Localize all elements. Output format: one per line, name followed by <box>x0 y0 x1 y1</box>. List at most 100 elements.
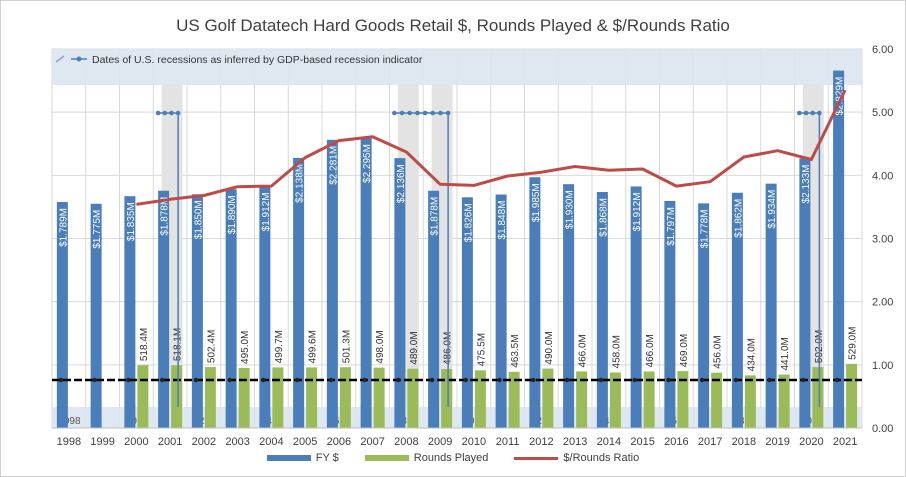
x-tick-label: 2008 <box>394 436 418 448</box>
recession-bracket-2001-dot <box>169 110 174 116</box>
bar-rounds <box>339 367 351 428</box>
legend-label-fy: FY $ <box>315 452 339 464</box>
bar-label-rounds: 499.6M <box>308 330 319 363</box>
x-tick-label: 2013 <box>563 436 587 448</box>
bar-label-fy: $1.797M <box>666 207 677 246</box>
recession-bracket-2008-dot <box>430 110 436 116</box>
x-tick-label: 2014 <box>597 436 621 448</box>
x-tick-label: 2021 <box>833 436 857 448</box>
bar-rounds <box>306 367 318 428</box>
bar-fy <box>293 157 305 428</box>
bar-label-fy: $2.281M <box>328 146 339 185</box>
bar-fy <box>833 70 845 428</box>
bar-rounds <box>204 367 216 428</box>
indicator-legend-label: Dates of U.S. recessions as inferred by … <box>92 54 423 66</box>
bar-rounds <box>846 363 858 428</box>
bar-label-fy: $1.826M <box>463 203 474 242</box>
x-tick-label: 2003 <box>225 436 249 448</box>
baseline-marker <box>294 377 300 383</box>
baseline-marker <box>733 377 739 383</box>
legend-label-rounds: Rounds Played <box>413 452 489 464</box>
recession-bracket-2008-dot <box>422 110 428 116</box>
x-tick-label: 2002 <box>192 436 216 448</box>
bar-label-fy: $1.878M <box>160 197 171 236</box>
bar-label-fy: $1.868M <box>598 198 609 237</box>
y-tick-label: 0.00 <box>872 423 893 435</box>
x-tick-label: 2011 <box>496 436 520 448</box>
x-tick-label: 2007 <box>360 436 384 448</box>
bar-label-rounds: 434.0M <box>746 338 757 371</box>
baseline-marker <box>328 377 334 383</box>
legend-swatch-rounds <box>364 455 409 461</box>
x-tick-label: 1999 <box>90 436 114 448</box>
bar-fy <box>529 177 541 428</box>
bar-label-fy: $1.890M <box>227 195 238 234</box>
bar-label-fy: $1.850M <box>193 200 204 239</box>
x-tick-label: 2006 <box>327 436 351 448</box>
bar-rounds <box>441 369 453 428</box>
bar-label-rounds: 466.0M <box>645 334 656 367</box>
bar-fy <box>799 158 811 428</box>
baseline-marker <box>632 377 637 383</box>
baseline-marker <box>463 377 469 383</box>
bar-fy <box>56 201 68 428</box>
y-tick-label: 3.00 <box>872 234 893 246</box>
bar-label-rounds: 458.0M <box>611 335 622 368</box>
bar-fy <box>765 183 777 428</box>
chart-legend: FY $ Rounds Played $/Rounds Ratio <box>0 450 906 466</box>
bar-label-fy: $2.295M <box>362 144 373 183</box>
bar-label-rounds: 495.0M <box>240 331 251 364</box>
indicator-tick-label: 998 <box>64 416 81 427</box>
recession-bracket-2020-dot <box>797 110 802 116</box>
bar-label-fy: $1.930M <box>565 190 576 229</box>
bar-label-fy: $1.985M <box>531 183 542 222</box>
baseline-marker <box>801 377 806 383</box>
bar-label-rounds: 502.4M <box>206 330 217 363</box>
y-tick-label: 4.00 <box>872 170 893 182</box>
baseline-marker <box>531 377 536 383</box>
recession-bracket-2020-dot <box>817 110 822 116</box>
legend-swatch-fy <box>266 455 311 461</box>
baseline-marker <box>159 377 165 383</box>
bar-fy <box>495 194 507 428</box>
x-tick-label: 2000 <box>124 436 148 448</box>
bar-label-rounds: 490.0M <box>544 331 555 364</box>
bar-rounds <box>643 371 655 428</box>
bar-fy <box>158 190 170 428</box>
bar-rounds <box>711 372 723 428</box>
bar-fy <box>563 184 575 428</box>
x-tick-label: 2015 <box>630 436 654 448</box>
bar-label-fy: $1.862M <box>733 199 744 238</box>
indicator-chart-icon <box>55 55 65 63</box>
bar-rounds <box>171 365 183 428</box>
legend-line-ratio <box>514 456 559 460</box>
bar-rounds <box>474 370 486 428</box>
recession-bracket-2008-dot <box>392 110 397 116</box>
bar-label-rounds: 456.0M <box>713 335 724 368</box>
bar-fy <box>124 196 136 428</box>
bar-rounds <box>407 368 419 428</box>
recession-axis-band <box>52 407 862 428</box>
x-tick-label: 2019 <box>765 436 789 448</box>
bar-label-rounds: 475.5M <box>476 333 487 366</box>
legend-item-rounds: Rounds Played <box>364 450 489 466</box>
baseline-marker <box>834 377 840 383</box>
y-tick-label: 5.00 <box>872 107 893 119</box>
bar-label-fy: $2.829M <box>835 77 846 116</box>
bar-label-rounds: 441.0M <box>780 337 791 370</box>
bar-label-fy: $1.912M <box>632 192 643 231</box>
x-tick-label: 2004 <box>259 436 283 448</box>
bar-fy <box>191 194 203 428</box>
baseline-marker <box>429 377 435 383</box>
bar-label-fy: $2.133M <box>801 165 812 204</box>
baseline-marker <box>58 377 64 383</box>
x-tick-label: 2001 <box>158 436 182 448</box>
bar-fy <box>731 192 743 428</box>
legend-label-ratio: $/Rounds Ratio <box>563 452 640 464</box>
y-tick-label: 1.00 <box>872 360 893 372</box>
bar-label-fy: $1.775M <box>92 210 103 249</box>
bar-label-rounds: 466.0M <box>578 334 589 367</box>
bar-label-rounds: 489.0M <box>409 331 420 364</box>
baseline-marker <box>767 377 772 383</box>
x-tick-label: 2017 <box>698 436 722 448</box>
